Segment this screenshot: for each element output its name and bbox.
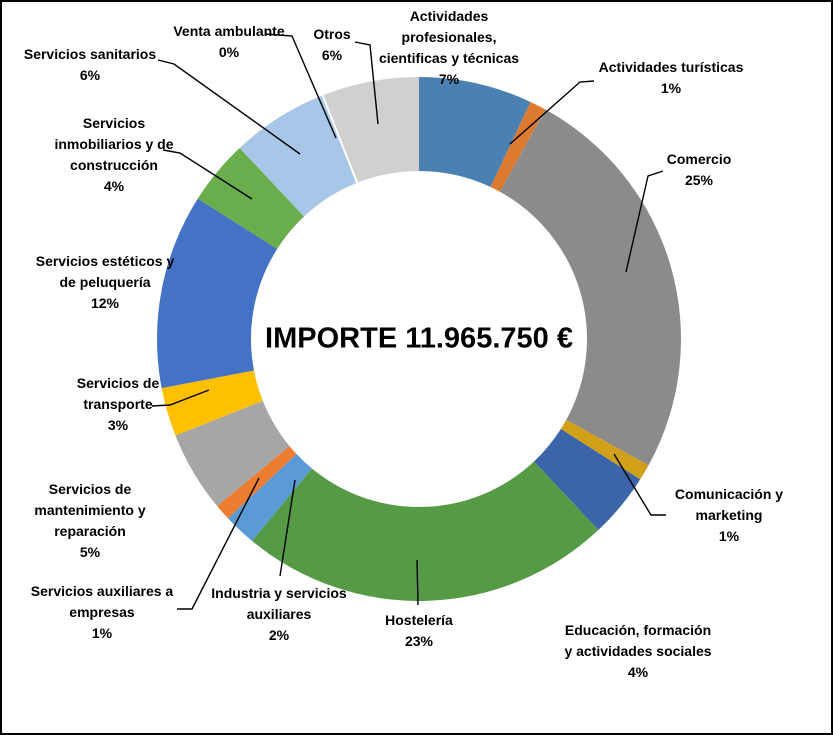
slice-servicios-transporte [161, 370, 263, 436]
leader-line-comercio [625, 170, 664, 273]
leader-line-servicios-auxiliares-empresas [177, 477, 260, 610]
leader-line-otros [354, 41, 379, 125]
slice-actividades-profesionales [419, 77, 531, 187]
leader-line-actividades-turisticas [509, 80, 595, 145]
zero-slice-gap-venta-ambulante [321, 94, 359, 185]
leader-line-comunicacion-marketing [613, 453, 666, 516]
slice-comunicacion-marketing [560, 419, 649, 480]
leader-line-servicios-inmobiliarios [162, 149, 253, 200]
slice-comercio [499, 109, 681, 466]
leader-line-servicios-sanitarios [157, 59, 301, 155]
center-total-label: IMPORTE 11.965.750 € [265, 322, 573, 355]
leader-line-venta-ambulante [264, 33, 337, 139]
leader-line-industria-servicios-auxiliares [279, 479, 296, 577]
slice-otros [322, 77, 419, 183]
slice-educacion-formacion [534, 429, 641, 530]
leader-line-servicios-transporte [151, 389, 210, 407]
slice-servicios-mantenimiento [175, 400, 290, 507]
slice-hosteleria [251, 461, 599, 601]
slice-industria-servicios-auxiliares [228, 454, 312, 541]
slice-servicios-esteticos [157, 198, 278, 389]
leader-line-hosteleria [416, 559, 419, 606]
slice-servicios-sanitarios [239, 95, 358, 217]
